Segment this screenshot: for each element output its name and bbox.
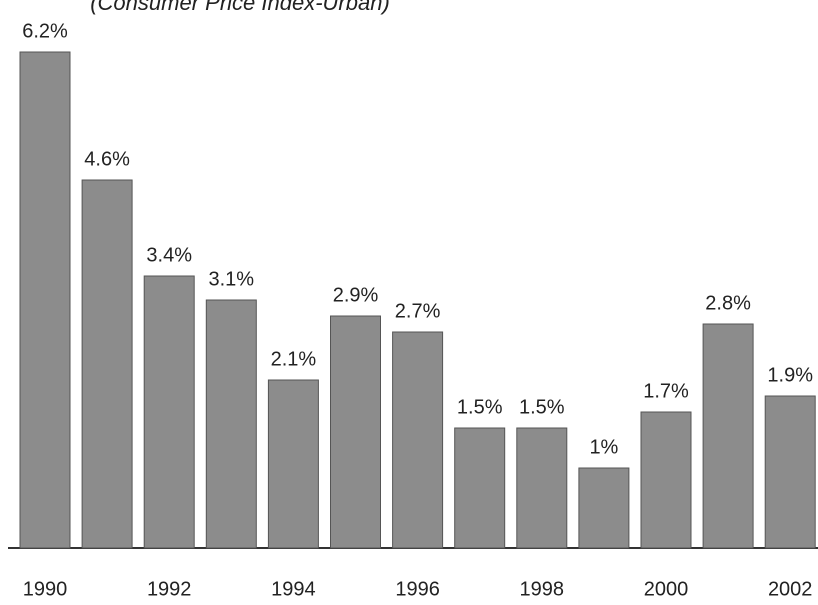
bar — [143, 275, 195, 549]
x-tick-label: 2000 — [644, 578, 689, 600]
value-label: 1.5% — [457, 396, 503, 418]
value-label: 2.1% — [271, 348, 317, 370]
value-label: 1% — [589, 436, 618, 458]
bar — [330, 315, 381, 549]
x-tick-label: 2002 — [768, 578, 813, 600]
chart-subtitle: (Consumer Price Index-Urban) — [90, 0, 390, 15]
value-label: 1.9% — [767, 364, 813, 386]
x-tick-label: 1990 — [23, 578, 68, 600]
value-label: 3.4% — [146, 244, 192, 266]
value-label: 1.5% — [519, 396, 565, 418]
x-tick-label: 1992 — [147, 578, 192, 600]
bar — [764, 395, 816, 549]
bar — [267, 379, 319, 549]
bar — [578, 467, 630, 549]
x-tick-label: 1994 — [271, 578, 316, 600]
bar — [454, 427, 506, 549]
value-label: 1.7% — [643, 380, 689, 402]
value-label: 4.6% — [84, 148, 130, 170]
bar — [516, 427, 568, 549]
x-tick-label: 1996 — [395, 578, 440, 600]
value-label: 2.9% — [333, 284, 379, 306]
bar — [81, 179, 133, 549]
bar — [19, 51, 71, 549]
value-label: 6.2% — [22, 20, 68, 42]
value-label: 2.7% — [395, 300, 441, 322]
value-label: 3.1% — [209, 268, 255, 290]
bar — [392, 331, 444, 549]
x-tick-label: 1998 — [520, 578, 565, 600]
bar — [702, 323, 754, 549]
value-label: 2.8% — [705, 292, 751, 314]
bar — [640, 411, 692, 549]
bar — [205, 299, 257, 549]
